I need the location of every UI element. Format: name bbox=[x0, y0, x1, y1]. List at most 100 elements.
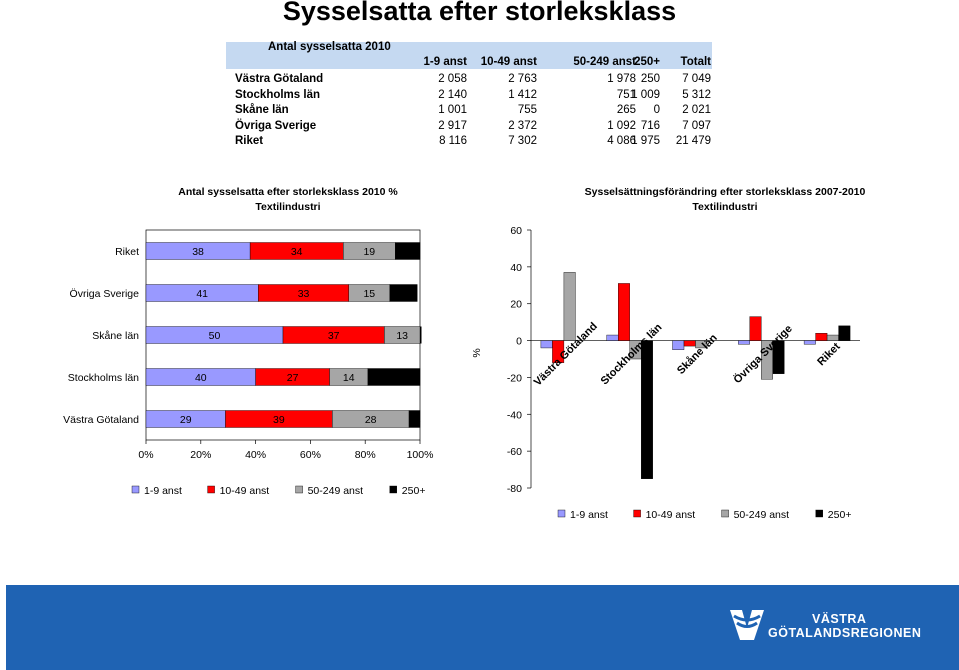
table-cell: 7 097 bbox=[682, 119, 711, 132]
chart1-category-label: Skåne län bbox=[92, 330, 139, 342]
chart2-legend-label: 250+ bbox=[828, 509, 852, 521]
chart2-category-label: Skåne län bbox=[675, 332, 720, 377]
table-cell: 1 978 bbox=[607, 73, 636, 85]
chart1-data-label: 40 bbox=[195, 372, 207, 384]
table-cell: 265 bbox=[616, 104, 636, 116]
chart1-bar-segment bbox=[367, 368, 421, 386]
table-column-header: 1-9 anst bbox=[423, 56, 467, 68]
chart1-data-label: 41 bbox=[196, 288, 208, 300]
page-title: Sysselsatta efter storleksklass bbox=[282, 0, 677, 26]
chart1-data-label: 34 bbox=[291, 246, 303, 258]
table-cell: 751 bbox=[616, 88, 636, 101]
chart1-data-label: 39 bbox=[273, 414, 285, 426]
chart2-bar bbox=[749, 316, 762, 341]
chart2-title-block: Sysselsättningsförändring efter storleks… bbox=[520, 185, 930, 215]
chart2-title: Sysselsättningsförändring efter storleks… bbox=[584, 186, 866, 198]
table-cell: 1 009 bbox=[631, 88, 660, 101]
table-cell: 7 049 bbox=[682, 73, 711, 85]
chart1-x-tick-label: 60% bbox=[300, 449, 321, 461]
chart1-data-label: 4 bbox=[415, 414, 421, 426]
chart2-bar bbox=[563, 272, 576, 341]
chart2-legend-swatch bbox=[815, 509, 823, 518]
chart1-subtitle: Textilindustri bbox=[255, 201, 321, 213]
table-cell: 2 140 bbox=[438, 88, 467, 101]
table-cell: 755 bbox=[517, 104, 537, 116]
chart1-x-tick-label: 20% bbox=[190, 449, 211, 461]
chart1-data-label: 27 bbox=[287, 372, 299, 384]
chart2-bar bbox=[606, 334, 619, 341]
logo-line1: VÄSTRA bbox=[812, 612, 867, 626]
chart2-legend-swatch bbox=[557, 509, 566, 518]
chart1-data-label: 50 bbox=[209, 330, 221, 342]
chart1-bar-segment bbox=[408, 410, 421, 428]
table-cell: 716 bbox=[640, 119, 660, 132]
chart2-bar bbox=[683, 340, 696, 347]
chart2-bar bbox=[772, 340, 785, 374]
table-cell: 2 917 bbox=[438, 119, 467, 132]
table-cell: 21 479 bbox=[675, 135, 711, 147]
chart2-legend-label: 10-49 anst bbox=[646, 509, 696, 521]
table-cell: 2 372 bbox=[508, 119, 537, 132]
chart1-legend-label: 10-49 anst bbox=[220, 485, 270, 497]
chart1-data-label: 15 bbox=[363, 288, 375, 300]
chart2-bar bbox=[803, 340, 816, 345]
chart1-data-label: 37 bbox=[328, 330, 340, 342]
chart1-legend-label: 50-249 anst bbox=[308, 485, 364, 497]
chart1-data-label: 19 bbox=[388, 372, 400, 384]
chart1-title: Antal sysselsatta efter storleksklass 20… bbox=[178, 186, 398, 198]
table-header-bar bbox=[226, 42, 712, 69]
chart1-legend-swatch bbox=[389, 485, 397, 494]
chart2-bar bbox=[695, 340, 708, 349]
table-column-header: 10-49 anst bbox=[480, 56, 537, 68]
table-cell: 4 086 bbox=[607, 135, 636, 147]
table-row-label: Stockholms län bbox=[235, 88, 320, 101]
table-cell: 5 312 bbox=[682, 88, 711, 101]
chart1-data-label: 38 bbox=[192, 246, 204, 258]
chart1-bar-segment bbox=[395, 242, 421, 260]
chart1-data-label: 28 bbox=[365, 414, 377, 426]
table-column-header: 50-249 anst bbox=[573, 56, 636, 68]
chart1-x-tick-label: 0% bbox=[138, 449, 153, 461]
table-cell: 1 001 bbox=[438, 104, 467, 116]
chart1-legend-swatch bbox=[207, 485, 215, 494]
chart1-data-label: 10 bbox=[398, 288, 410, 300]
chart1-legend-swatch bbox=[295, 485, 303, 494]
chart2-y-tick-label: 20 bbox=[510, 299, 522, 311]
chart2-bar bbox=[826, 334, 839, 341]
chart2-bar bbox=[640, 340, 653, 479]
table-cell: 2 058 bbox=[438, 73, 467, 85]
chart2-bar bbox=[617, 283, 630, 341]
chart2-y-tick-label: 40 bbox=[510, 262, 522, 274]
chart2-y-tick-label: -80 bbox=[507, 483, 522, 495]
chart1-data-label: 9 bbox=[405, 246, 411, 258]
chart2-legend-label: 1-9 anst bbox=[570, 509, 608, 521]
chart1-category-label: Riket bbox=[115, 246, 139, 258]
table-cell: 250 bbox=[640, 73, 660, 85]
chart2-legend-swatch bbox=[633, 509, 641, 518]
table-cell: 7 302 bbox=[508, 135, 537, 147]
chart2-legend-label: 50-249 anst bbox=[734, 509, 790, 521]
region-logo-text: VÄSTRA GÖTALANDSREGIONEN bbox=[768, 612, 921, 640]
chart2-y-axis-label: % bbox=[471, 348, 483, 357]
chart2-y-tick-label: -40 bbox=[507, 409, 522, 421]
table-row-label: Övriga Sverige bbox=[235, 119, 317, 132]
chart2-bar bbox=[540, 340, 553, 349]
chart2-y-tick-label: -60 bbox=[507, 446, 522, 458]
table-cell: 1 092 bbox=[607, 119, 636, 132]
chart1-data-label: 13 bbox=[396, 330, 408, 342]
chart1-data-label: 19 bbox=[363, 246, 375, 258]
chart2-y-tick-label: 60 bbox=[510, 225, 522, 237]
chart2-category-label: Riket bbox=[815, 340, 843, 368]
table-cell: 1 975 bbox=[631, 135, 660, 147]
table-caption: Antal sysselsatta 2010 bbox=[268, 41, 391, 53]
chart1-data-label: 14 bbox=[343, 372, 355, 384]
chart2-y-tick-label: -20 bbox=[507, 372, 522, 384]
chart1-zero-segment bbox=[420, 326, 422, 344]
table-row-label: Skåne län bbox=[235, 104, 289, 116]
table-cell: 8 116 bbox=[439, 135, 467, 147]
table-column-header: 250+ bbox=[634, 56, 660, 68]
chart2-y-tick-label: 0 bbox=[516, 336, 522, 348]
table-cell: 1 412 bbox=[508, 88, 537, 101]
chart1-category-label: Västra Götaland bbox=[63, 414, 139, 426]
